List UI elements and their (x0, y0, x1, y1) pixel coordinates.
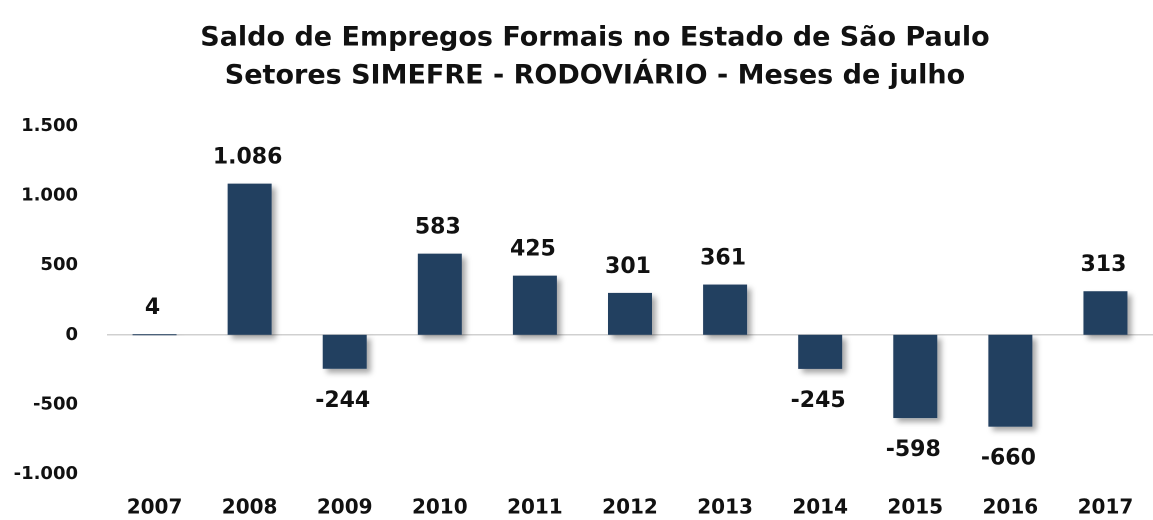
bar (132, 334, 177, 336)
x-tick-label: 2016 (983, 495, 1039, 519)
bar (512, 275, 557, 335)
bar (893, 334, 938, 419)
bar (1083, 291, 1128, 335)
value-label: 301 (605, 254, 651, 279)
chart-title: Saldo de Empregos Formais no Estado de S… (200, 22, 989, 53)
value-label: 361 (700, 246, 746, 271)
y-tick-label: -500 (33, 393, 78, 414)
x-tick-label: 2013 (697, 495, 753, 519)
bar (227, 183, 272, 335)
x-tick-label: 2011 (507, 495, 563, 519)
bar (417, 253, 462, 335)
x-tick-label: 2007 (127, 495, 183, 519)
x-tick-label: 2017 (1078, 495, 1134, 519)
x-tick-label: 2015 (887, 495, 943, 519)
value-label: -660 (981, 446, 1036, 471)
value-label: 1.086 (213, 145, 283, 170)
bar (322, 334, 367, 369)
y-tick-label: 500 (40, 254, 78, 275)
value-label: 4 (145, 295, 160, 320)
bar (988, 334, 1033, 427)
bar (798, 334, 843, 369)
bar (608, 292, 652, 335)
x-tick-label: 2010 (412, 495, 468, 519)
y-tick-label: 1.500 (21, 115, 78, 136)
y-tick-label: 0 (65, 324, 78, 345)
x-tick-label: 2008 (222, 495, 278, 519)
value-label: 313 (1080, 252, 1126, 277)
x-tick-label: 2012 (602, 495, 658, 519)
chart-subtitle: Setores SIMEFRE - RODOVIÁRIO - Meses de … (225, 59, 965, 91)
value-label: -245 (791, 388, 846, 413)
y-tick-label: 1.000 (21, 185, 78, 206)
x-tick-label: 2014 (792, 495, 848, 519)
value-label: 425 (510, 237, 556, 262)
bar (703, 284, 748, 335)
value-label: -244 (315, 388, 370, 413)
y-tick-label: -1.000 (14, 463, 78, 484)
x-tick-label: 2009 (317, 495, 373, 519)
value-label: -598 (886, 437, 941, 462)
value-label: 583 (415, 215, 461, 240)
